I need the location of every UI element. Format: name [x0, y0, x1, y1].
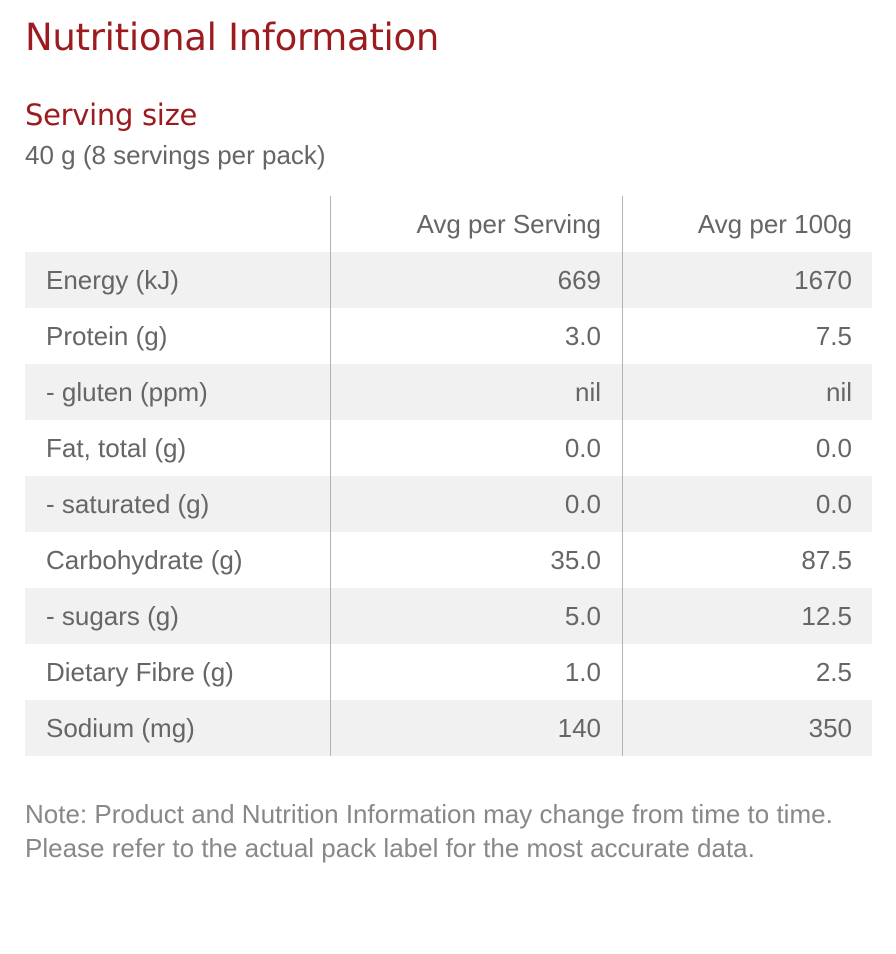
value-per-100g: 12.5: [801, 600, 852, 631]
value-per-100g: 87.5: [801, 544, 852, 575]
table-header-row: Avg per Serving Avg per 100g: [25, 196, 872, 252]
table-row: - saturated (g) 0.0 0.0: [25, 476, 872, 532]
nutrient-name: - gluten (ppm): [25, 364, 331, 420]
value-per-100g: 1670: [794, 264, 852, 295]
value-per-serving: 1.0: [331, 644, 623, 700]
value-per-serving: 35.0: [331, 532, 623, 588]
value-per-100g: nil: [825, 376, 852, 407]
table-row: Dietary Fibre (g) 1.0 2.5: [25, 644, 872, 700]
value-per-100g: 0.0: [815, 432, 852, 463]
header-avg-per-100g: Avg per 100g: [697, 208, 852, 239]
value-per-serving: nil: [331, 364, 623, 420]
serving-size-heading: Serving size: [25, 98, 198, 132]
value-per-100g: 0.0: [815, 488, 852, 519]
table-row: - gluten (ppm) nil nil: [25, 364, 872, 420]
nutrient-name: Carbohydrate (g): [25, 532, 331, 588]
value-per-serving: 3.0: [331, 308, 623, 364]
nutrient-name: - sugars (g): [25, 588, 331, 644]
value-per-serving: 140: [331, 700, 623, 756]
value-per-serving: 0.0: [331, 420, 623, 476]
nutrient-name: Fat, total (g): [25, 420, 331, 476]
table-row: Sodium (mg) 140 350: [25, 700, 872, 756]
header-nutrient: [25, 196, 331, 252]
page-title: Nutritional Information: [25, 16, 439, 59]
serving-size-value: 40 g (8 servings per pack): [25, 140, 326, 170]
header-avg-per-serving: Avg per Serving: [331, 196, 623, 252]
table-row: Protein (g) 3.0 7.5: [25, 308, 872, 364]
value-per-100g: 7.5: [815, 320, 852, 351]
nutrient-name: Protein (g): [25, 308, 331, 364]
nutrient-name: Dietary Fibre (g): [25, 644, 331, 700]
disclaimer-note: Note: Product and Nutrition Information …: [25, 799, 833, 863]
value-per-serving: 0.0: [331, 476, 623, 532]
value-per-serving: 669: [331, 252, 623, 308]
nutrient-name: Energy (kJ): [25, 252, 331, 308]
table-row: Carbohydrate (g) 35.0 87.5: [25, 532, 872, 588]
value-per-serving: 5.0: [331, 588, 623, 644]
nutrient-name: Sodium (mg): [25, 700, 331, 756]
table-row: Fat, total (g) 0.0 0.0: [25, 420, 872, 476]
nutrient-name: - saturated (g): [25, 476, 331, 532]
table-row: Energy (kJ) 669 1670: [25, 252, 872, 308]
value-per-100g: 2.5: [815, 656, 852, 687]
table-row: - sugars (g) 5.0 12.5: [25, 588, 872, 644]
nutrition-table: Avg per Serving Avg per 100g Energy (kJ)…: [25, 196, 872, 756]
value-per-100g: 350: [808, 712, 852, 743]
